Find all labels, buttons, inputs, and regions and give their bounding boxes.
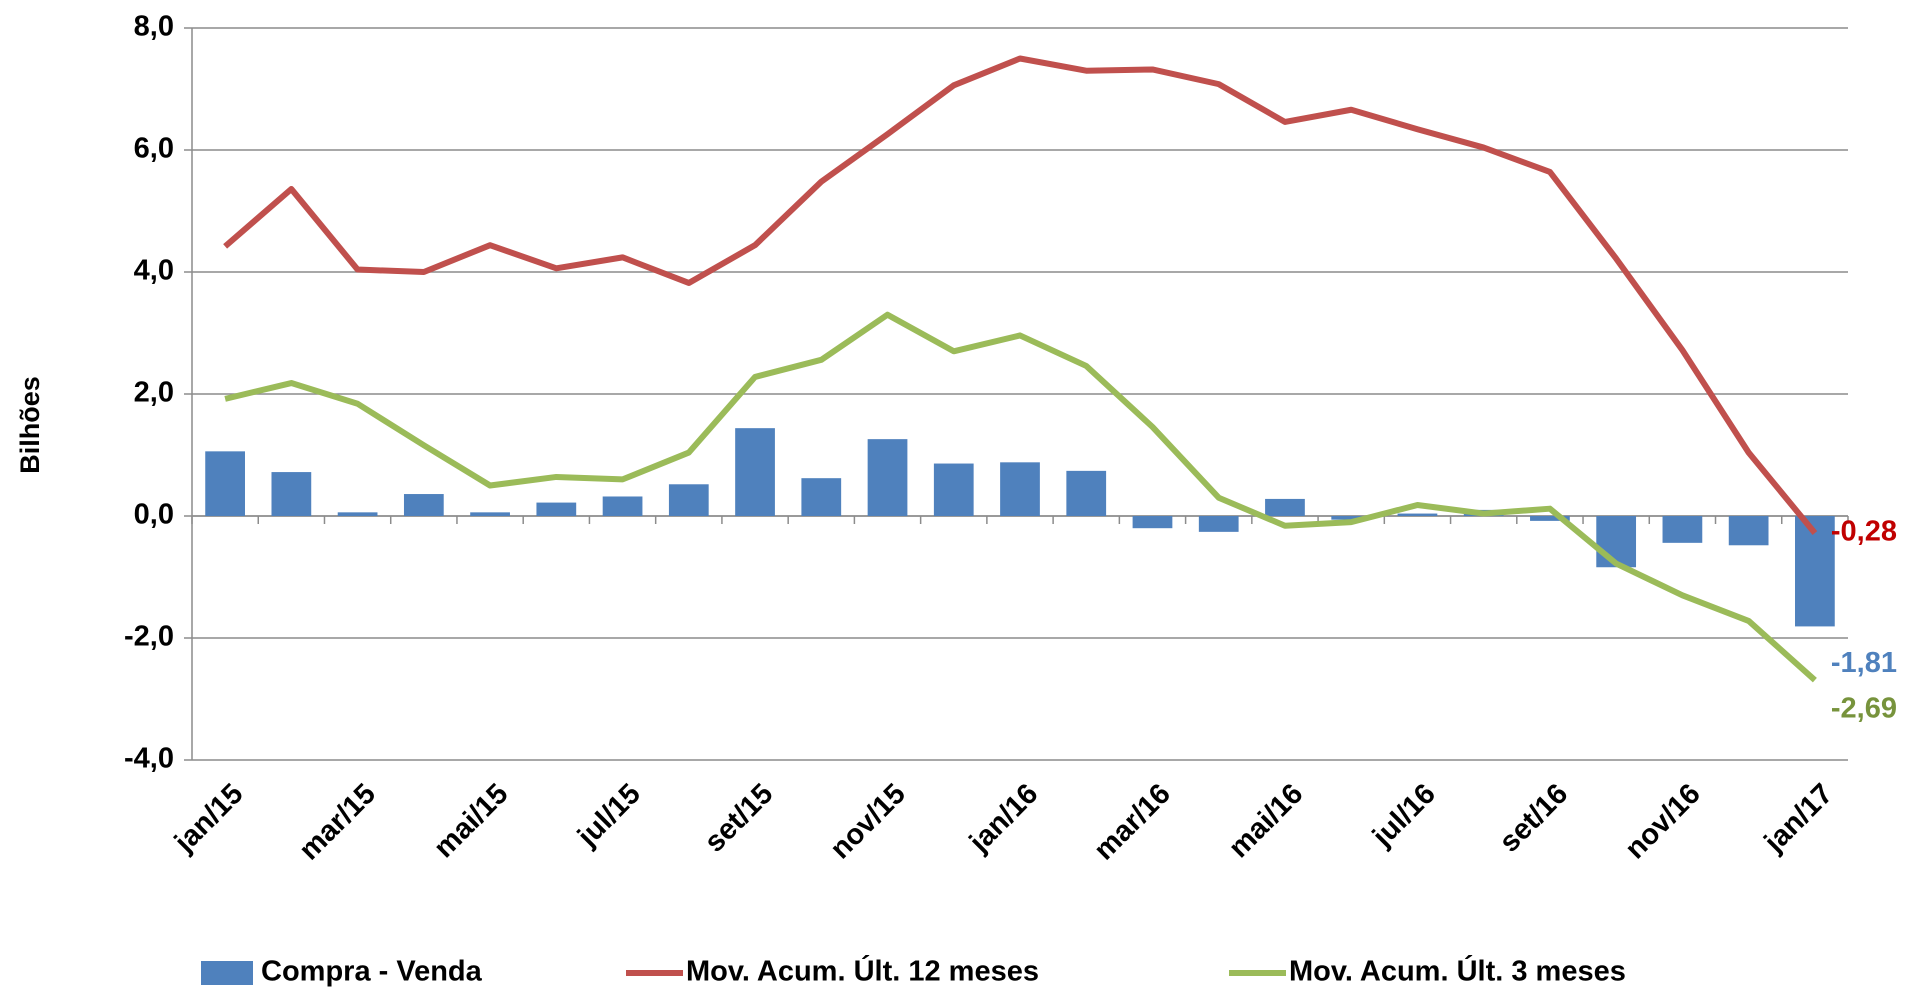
bar [1265, 498, 1305, 516]
line [224, 311, 1817, 683]
x-tick-label: set/15 [699, 778, 780, 859]
y-tick-label: 8,0 [134, 11, 174, 43]
bar [1066, 470, 1107, 516]
value-label: -2,69 [1831, 693, 1897, 725]
bar [1530, 516, 1570, 521]
bar [801, 478, 842, 516]
x-tick-label: jan/17 [1758, 778, 1839, 859]
bar [735, 428, 775, 516]
bar [205, 451, 245, 516]
bar [271, 472, 312, 516]
bar [933, 463, 974, 516]
y-axis-label: Bilhões [15, 376, 45, 474]
bar [1728, 516, 1769, 546]
bar [337, 512, 378, 516]
bar [470, 512, 510, 516]
x-tick-label: mai/16 [1223, 778, 1309, 864]
y-tick-label: 2,0 [134, 377, 174, 409]
bar [1132, 516, 1173, 529]
x-tick-label: jan/15 [168, 778, 249, 859]
x-tick-label: nov/16 [1619, 778, 1707, 866]
bar [536, 502, 577, 516]
bar [1000, 462, 1040, 516]
bar [1198, 516, 1239, 532]
x-tick-label: jan/16 [963, 778, 1044, 859]
bar [403, 494, 444, 516]
bar [602, 496, 643, 516]
x-tick-label: mai/15 [428, 778, 514, 864]
x-tick-label: set/16 [1494, 778, 1575, 859]
y-tick-label: 0,0 [134, 499, 174, 531]
value-label: -0,28 [1831, 516, 1897, 548]
bar [1331, 516, 1372, 520]
bar [1397, 513, 1438, 516]
legend-swatch [201, 961, 253, 985]
x-tick-label: jul/16 [1366, 778, 1442, 854]
legend-label: Compra - Venda [261, 956, 483, 988]
x-tick-label: jul/15 [571, 778, 647, 854]
bar [1662, 516, 1703, 543]
x-tick-label: nov/15 [824, 778, 912, 866]
value-label: -1,81 [1831, 647, 1897, 679]
bar [1596, 516, 1637, 568]
legend-label: Mov. Acum. Últ. 12 meses [686, 954, 1039, 988]
x-tick-label: mar/16 [1088, 778, 1177, 867]
bar [867, 439, 908, 516]
y-tick-label: -4,0 [124, 743, 174, 775]
y-tick-label: 4,0 [134, 255, 174, 287]
legend-label: Mov. Acum. Últ. 3 meses [1289, 954, 1626, 988]
y-tick-label: -2,0 [124, 621, 174, 653]
bar [668, 484, 709, 516]
x-tick-label: mar/15 [293, 778, 382, 867]
y-tick-label: 6,0 [134, 133, 174, 165]
bar [1795, 516, 1835, 627]
line [223, 55, 1818, 535]
